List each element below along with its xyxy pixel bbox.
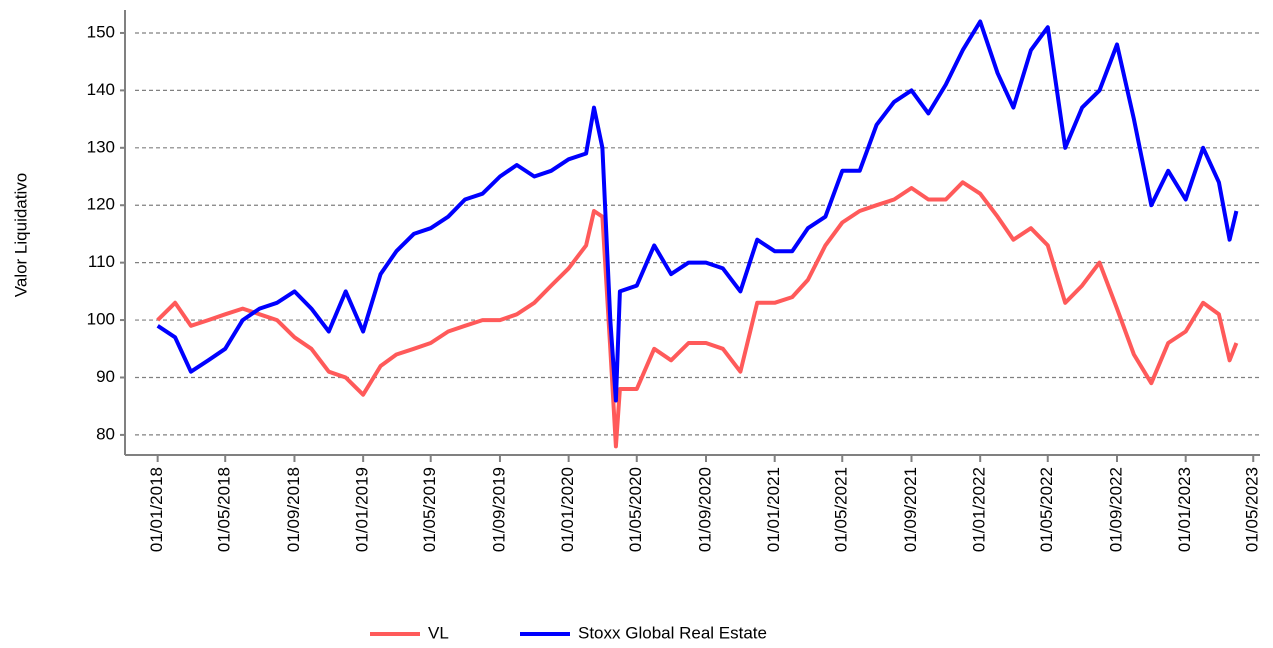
y-tick-label: 130 xyxy=(87,137,115,156)
x-tick-label: 01/01/2023 xyxy=(1175,467,1194,552)
x-tick-label: 01/05/2021 xyxy=(832,467,851,552)
y-tick-label: 110 xyxy=(88,252,115,271)
y-tick-label: 150 xyxy=(87,22,115,41)
x-tick-label: 01/01/2022 xyxy=(970,467,989,552)
series-line xyxy=(156,19,1239,403)
y-tick-label: 120 xyxy=(87,195,115,214)
x-tick-label: 01/05/2019 xyxy=(420,467,439,552)
y-tick-label: 90 xyxy=(96,367,115,386)
x-tick-label: 01/09/2018 xyxy=(284,467,303,552)
x-tick-label: 01/05/2023 xyxy=(1243,467,1262,552)
legend-label: VL xyxy=(428,623,449,642)
y-tick-label: 140 xyxy=(87,80,115,99)
x-tick-label: 01/05/2020 xyxy=(626,467,645,552)
x-tick-label: 01/01/2019 xyxy=(353,467,372,552)
series-line xyxy=(156,180,1239,449)
x-tick-label: 01/09/2019 xyxy=(489,467,508,552)
x-tick-label: 01/09/2020 xyxy=(695,467,714,552)
x-tick-label: 01/05/2018 xyxy=(215,467,234,552)
legend-label: Stoxx Global Real Estate xyxy=(578,623,767,642)
x-tick-label: 01/09/2022 xyxy=(1106,467,1125,552)
y-axis-label: Valor Liquidativo xyxy=(11,173,30,297)
x-tick-label: 01/01/2020 xyxy=(558,467,577,552)
x-tick-label: 01/05/2022 xyxy=(1037,467,1056,552)
y-tick-label: 100 xyxy=(87,310,115,329)
x-tick-label: 01/09/2021 xyxy=(901,467,920,552)
x-tick-label: 01/01/2021 xyxy=(764,467,783,552)
x-tick-label: 01/01/2018 xyxy=(147,467,166,552)
y-tick-label: 80 xyxy=(96,424,115,443)
